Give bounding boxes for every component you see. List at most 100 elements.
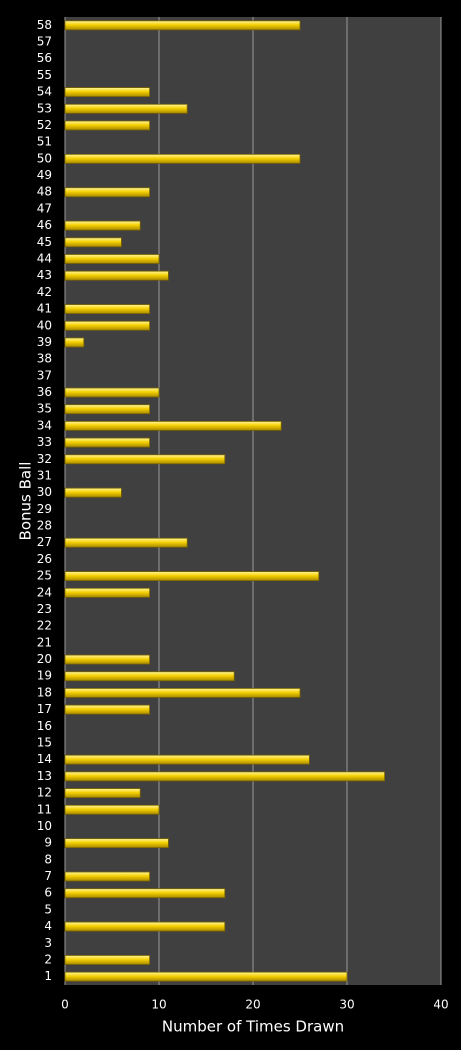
bar: [64, 87, 150, 98]
y-tick-label: 10: [37, 819, 52, 833]
x-tick-label: 0: [61, 998, 69, 1012]
bar: [64, 270, 169, 281]
bar: [64, 387, 160, 398]
y-tick-label: 17: [37, 702, 52, 716]
y-tick-label: 41: [37, 302, 52, 316]
y-tick-label: 23: [37, 602, 52, 616]
y-tick-label: 31: [37, 468, 52, 482]
bar: [64, 754, 310, 765]
y-tick-label: 40: [37, 318, 52, 332]
bar: [64, 437, 150, 448]
bar: [64, 921, 226, 932]
bar: [64, 537, 188, 548]
bar: [64, 153, 301, 164]
bar: [64, 103, 188, 114]
y-tick-label: 47: [37, 201, 52, 215]
bar: [64, 888, 226, 899]
y-tick-label: 18: [37, 685, 52, 699]
bar: [64, 838, 169, 849]
y-tick-label: 51: [37, 135, 52, 149]
bar: [64, 320, 150, 331]
y-tick-label: 8: [44, 852, 52, 866]
y-tick-label: 20: [37, 652, 52, 666]
y-tick-label: 5: [44, 902, 52, 916]
y-tick-label: 42: [37, 285, 52, 299]
bar: [64, 254, 160, 264]
bar: [64, 788, 141, 798]
bar: [64, 671, 235, 682]
bar: [64, 304, 150, 314]
y-tick-label: 33: [37, 435, 52, 449]
y-tick-label: 7: [44, 869, 52, 883]
bar: [64, 804, 160, 815]
y-tick-label: 46: [37, 218, 52, 232]
y-tick-label: 38: [37, 352, 52, 366]
y-tick-label: 56: [37, 51, 52, 65]
x-tick-label: 40: [433, 998, 448, 1012]
y-tick-label: 21: [37, 635, 52, 649]
y-tick-label: 2: [44, 952, 52, 966]
y-tick-label: 24: [37, 585, 52, 599]
bar: [64, 704, 150, 715]
y-tick-label: 25: [37, 569, 52, 583]
y-tick-label: 15: [37, 736, 52, 750]
y-tick-label: 52: [37, 118, 52, 132]
bar: [64, 571, 320, 582]
y-tick-label: 12: [37, 786, 52, 800]
y-tick-label: 36: [37, 385, 52, 399]
bar: [64, 120, 150, 131]
y-tick-label: 28: [37, 519, 52, 533]
y-tick-label: 45: [37, 235, 52, 249]
y-tick-label: 4: [44, 919, 52, 933]
x-tick-label: 10: [151, 998, 166, 1012]
bar: [64, 420, 282, 431]
y-tick-label: 22: [37, 619, 52, 633]
y-tick-label: 37: [37, 368, 52, 382]
bar: [64, 587, 150, 598]
y-tick-label: 57: [37, 35, 52, 49]
bar: [64, 955, 150, 965]
x-tick-label: 30: [339, 998, 354, 1012]
bar: [64, 337, 85, 348]
bar: [64, 487, 122, 498]
y-tick-label: 6: [44, 886, 52, 900]
y-tick-label: 50: [37, 151, 52, 165]
y-tick-label: 58: [37, 18, 52, 32]
y-tick-label: 1: [44, 969, 52, 983]
y-tick-label: 53: [37, 101, 52, 115]
bar: [64, 404, 150, 415]
y-tick-label: 30: [37, 485, 52, 499]
y-tick-label: 14: [37, 752, 52, 766]
y-tick-label: 32: [37, 452, 52, 466]
bar: [64, 688, 301, 698]
bar: [64, 187, 150, 198]
bar: [64, 237, 122, 248]
y-tick-label: 26: [37, 552, 52, 566]
y-tick-label: 49: [37, 168, 52, 182]
y-tick-label: 39: [37, 335, 52, 349]
bar: [64, 871, 150, 882]
y-tick-label: 34: [37, 418, 52, 432]
y-tick-label: 9: [44, 836, 52, 850]
y-tick-label: 29: [37, 502, 52, 516]
y-tick-label: 19: [37, 669, 52, 683]
y-tick-label: 16: [37, 719, 52, 733]
y-tick-label: 3: [44, 936, 52, 950]
y-tick-label: 48: [37, 185, 52, 199]
y-tick-label: 13: [37, 769, 52, 783]
bar: [64, 771, 386, 782]
y-tick-label: 43: [37, 268, 52, 282]
bar: [64, 971, 348, 982]
bar: [64, 220, 141, 231]
x-tick-label: 20: [245, 998, 260, 1012]
y-axis-title: Bonus Ball: [17, 462, 35, 541]
y-tick-label: 44: [37, 252, 52, 266]
y-tick-label: 35: [37, 402, 52, 416]
y-tick-label: 27: [37, 535, 52, 549]
x-axis-title: Number of Times Drawn: [162, 1018, 344, 1036]
y-tick-label: 11: [37, 802, 52, 816]
bar: [64, 654, 150, 665]
y-tick-label: 54: [37, 85, 52, 99]
bar: [64, 454, 226, 465]
